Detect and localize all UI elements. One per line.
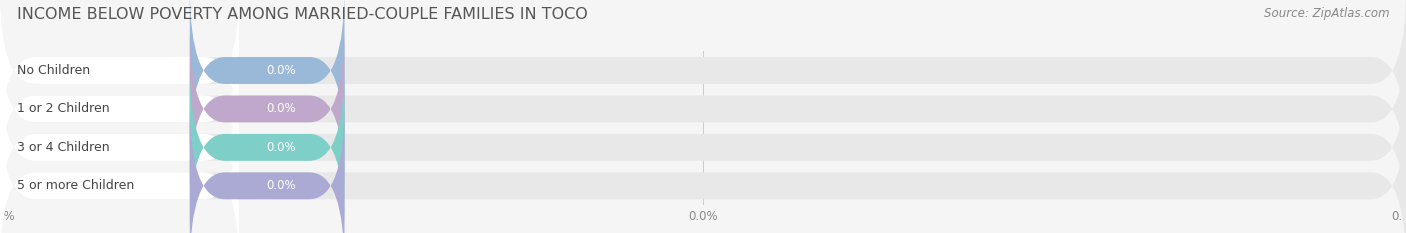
Text: Source: ZipAtlas.com: Source: ZipAtlas.com	[1264, 7, 1389, 20]
FancyBboxPatch shape	[0, 0, 239, 153]
Text: 0.0%: 0.0%	[266, 103, 297, 115]
FancyBboxPatch shape	[0, 26, 1406, 192]
Text: 0.0%: 0.0%	[266, 179, 297, 192]
FancyBboxPatch shape	[0, 103, 1406, 233]
Text: 3 or 4 Children: 3 or 4 Children	[17, 141, 110, 154]
FancyBboxPatch shape	[0, 65, 239, 230]
FancyBboxPatch shape	[0, 65, 1406, 230]
FancyBboxPatch shape	[0, 103, 239, 233]
FancyBboxPatch shape	[190, 103, 344, 233]
Text: 0.0%: 0.0%	[266, 64, 297, 77]
Text: INCOME BELOW POVERTY AMONG MARRIED-COUPLE FAMILIES IN TOCO: INCOME BELOW POVERTY AMONG MARRIED-COUPL…	[17, 7, 588, 22]
FancyBboxPatch shape	[190, 65, 344, 230]
FancyBboxPatch shape	[0, 0, 1406, 153]
FancyBboxPatch shape	[190, 0, 344, 153]
Text: 5 or more Children: 5 or more Children	[17, 179, 134, 192]
Text: 1 or 2 Children: 1 or 2 Children	[17, 103, 110, 115]
FancyBboxPatch shape	[0, 26, 239, 192]
Text: No Children: No Children	[17, 64, 90, 77]
FancyBboxPatch shape	[190, 26, 344, 192]
Text: 0.0%: 0.0%	[266, 141, 297, 154]
